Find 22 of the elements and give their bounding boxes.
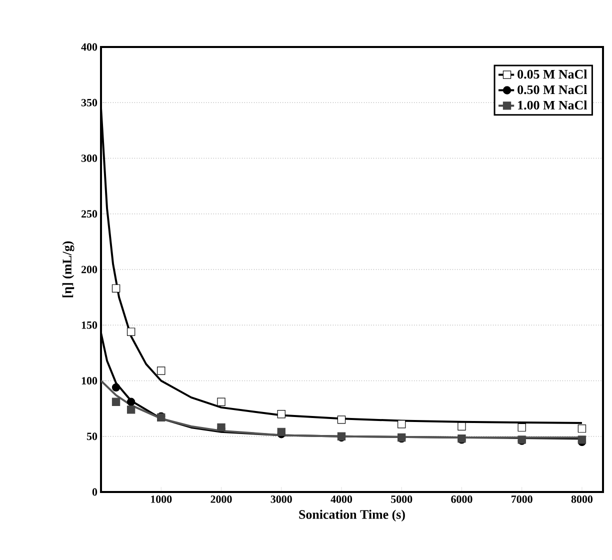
y-tick-label: 300 — [81, 154, 98, 162]
y-tick-label: 250 — [81, 210, 98, 218]
y-tick-label: 100 — [82, 377, 98, 384]
y-tick-label: 0 — [92, 488, 98, 496]
y-tick-label: 200 — [81, 266, 98, 274]
x-tick-label: 8000 — [571, 496, 593, 503]
legend-label: 0.05 M NaCl — [518, 70, 587, 79]
x-tick-label: 2000 — [210, 496, 232, 503]
y-tick-label: 400 — [81, 43, 98, 51]
x-tick-label: 6000 — [451, 496, 472, 503]
y-tick-label: 150 — [82, 321, 98, 329]
legend-label: 1.00 M NaCl — [518, 100, 587, 110]
x-tick-label: 4000 — [330, 496, 352, 503]
x-tick-label: 7000 — [512, 496, 532, 503]
legend-label: 0.50 M NaCl — [518, 84, 587, 94]
x-tick-label: 1000 — [151, 496, 172, 503]
x-tick-label: 3000 — [270, 496, 292, 503]
y-axis-title: [η] (mL/g) — [62, 241, 74, 298]
y-tick-label: 350 — [81, 98, 98, 106]
x-tick-label: 5000 — [391, 496, 412, 503]
x-axis-title: Sonication Time (s) — [299, 510, 405, 522]
y-tick-label: 50 — [86, 432, 98, 440]
